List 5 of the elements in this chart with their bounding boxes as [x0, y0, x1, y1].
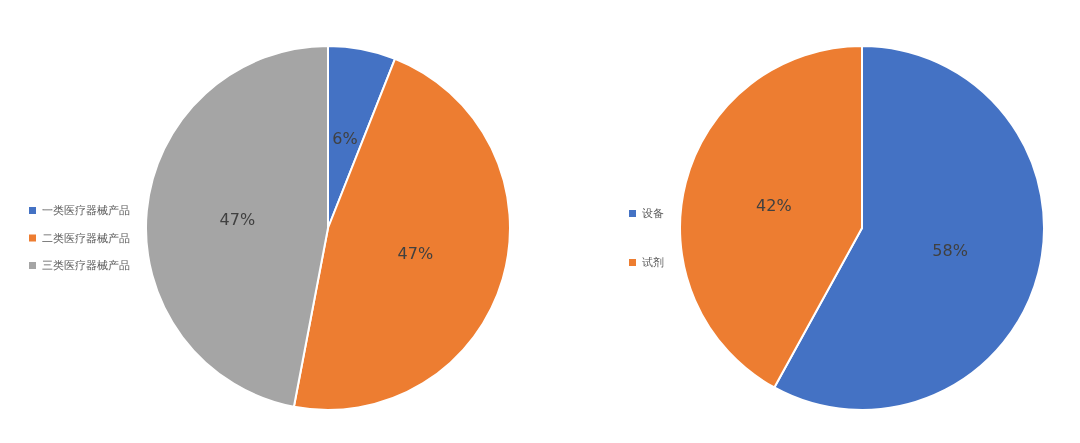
legend-label: 试剂	[642, 256, 664, 269]
legend-label: 设备	[642, 207, 664, 220]
legend-label: 二类医疗器械产品	[42, 231, 130, 245]
legend-label: 三类医疗器械产品	[42, 259, 130, 272]
legend-label: 一类医疗器械产品	[42, 204, 130, 217]
